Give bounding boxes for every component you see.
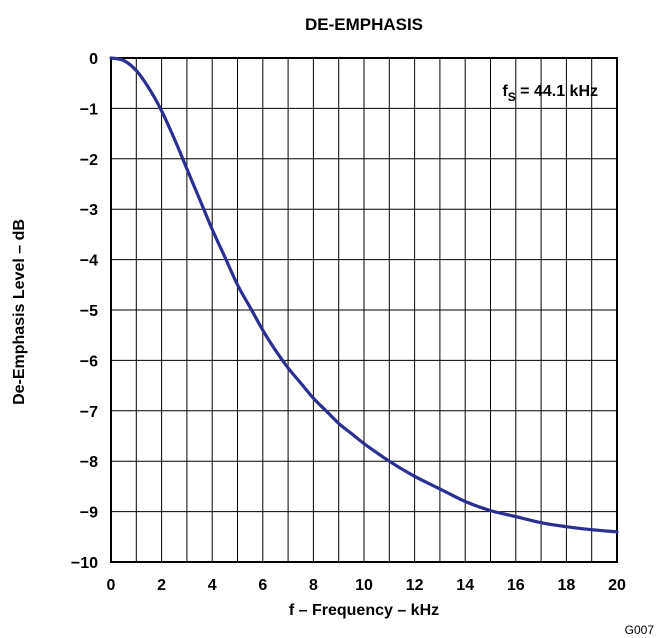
y-tick-label: −4 [80,253,98,270]
x-tick-label: 8 [309,577,318,594]
y-tick-label: −8 [80,454,98,471]
y-tick-label: 0 [89,51,98,68]
x-tick-label: 0 [107,577,116,594]
chart-title: DE-EMPHASIS [305,15,423,34]
y-tick-label: −9 [80,505,98,522]
x-axis-label: f – Frequency – kHz [289,602,439,619]
y-tick-label: −5 [80,303,98,320]
y-axis-label: De-Emphasis Level – dB [11,219,28,405]
plot-frame [110,57,618,563]
annotation-prefix: f [502,83,508,100]
x-tick-label: 4 [208,577,217,594]
x-tick-labels: 0 2 4 6 8 10 12 14 16 18 20 [107,577,626,594]
annotation-subscript: S [508,90,516,104]
x-tick-label: 16 [507,577,525,594]
y-tick-labels: 0 −1 −2 −3 −4 −5 −6 −7 −8 −9 −10 [71,51,98,572]
annotation-suffix: = 44.1 kHz [516,83,598,100]
x-tick-label: 14 [456,577,474,594]
figure-code: G007 [625,623,655,637]
de-emphasis-curve [109,56,619,534]
x-tick-label: 18 [558,577,576,594]
x-tick-label: 6 [258,577,267,594]
grid-lines [111,58,617,562]
x-tick-label: 20 [608,577,626,594]
x-tick-label: 2 [157,577,166,594]
sampling-frequency-annotation: fS = 44.1 kHz [502,83,598,104]
x-tick-label: 10 [355,577,373,594]
x-tick-label: 12 [406,577,424,594]
y-tick-label: −6 [80,353,98,370]
y-tick-label: −7 [80,404,98,421]
y-tick-label: −3 [80,202,98,219]
y-tick-label: −1 [80,101,98,118]
y-tick-label: −2 [80,152,98,169]
y-tick-label: −10 [71,555,98,572]
